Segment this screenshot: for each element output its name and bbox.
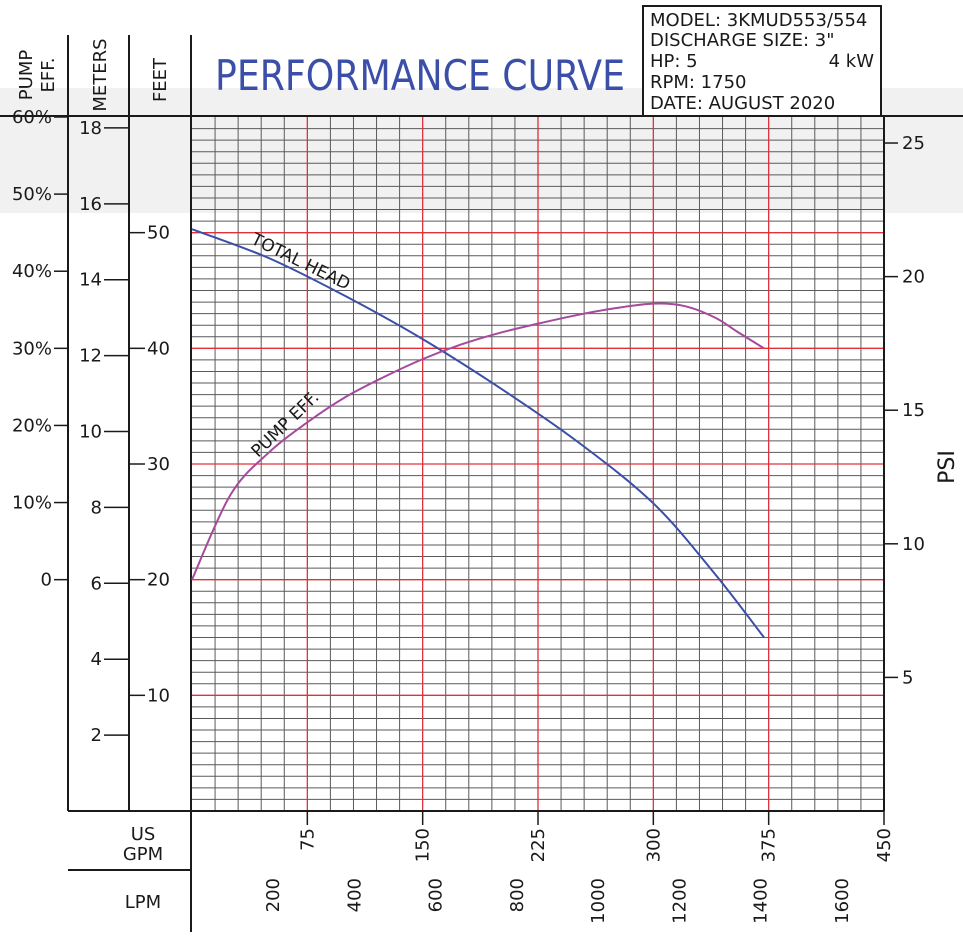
feet-axis-label: FEET bbox=[150, 57, 171, 102]
gpm-tick-label: 300 bbox=[643, 828, 664, 862]
meters-tick-label: 8 bbox=[91, 497, 102, 518]
feet-tick-label: 30 bbox=[147, 454, 170, 475]
feet-tick-label: 20 bbox=[147, 570, 170, 591]
total-head-label: TOTAL HEAD bbox=[247, 229, 353, 295]
pump-eff-tick-label: 50% bbox=[12, 184, 52, 205]
pump-eff-tick-label: 10% bbox=[12, 493, 52, 514]
gpm-tick-label: 150 bbox=[413, 828, 434, 862]
lpm-axis-label: LPM bbox=[125, 892, 161, 913]
pump-eff-label: PUMP EFF. bbox=[248, 387, 324, 461]
pump-eff-tick-label: 40% bbox=[12, 261, 52, 282]
info-date: DATE: AUGUST 2020 bbox=[650, 93, 835, 114]
meters-tick-label: 10 bbox=[79, 422, 102, 443]
pump-eff-tick-label: 60% bbox=[12, 107, 52, 128]
info-rpm: RPM: 1750 bbox=[650, 72, 747, 93]
psi-tick-label: 25 bbox=[902, 133, 925, 154]
pump-eff-tick-label: 0 bbox=[41, 570, 52, 591]
psi-tick-label: 20 bbox=[902, 267, 925, 288]
lpm-tick-label: 600 bbox=[426, 878, 447, 912]
meters-tick-label: 6 bbox=[91, 573, 102, 594]
lpm-tick-label: 1000 bbox=[588, 878, 609, 924]
meters-tick-label: 2 bbox=[91, 725, 102, 746]
gpm-axis-label-line2: GPM bbox=[123, 844, 163, 865]
pump-eff-curve bbox=[191, 302, 765, 581]
pump-eff-tick-label: 20% bbox=[12, 415, 52, 436]
chart-frame bbox=[0, 35, 963, 932]
info-box: MODEL: 3KMUD553/554 DISCHARGE SIZE: 3" H… bbox=[642, 5, 882, 117]
chart-grid bbox=[192, 117, 884, 811]
lpm-tick-label: 1400 bbox=[751, 878, 772, 924]
psi-tick-label: 5 bbox=[902, 667, 913, 688]
psi-tick-label: 15 bbox=[902, 400, 925, 421]
total-head-curve bbox=[191, 228, 765, 639]
meters-tick-label: 16 bbox=[79, 194, 102, 215]
lpm-tick-label: 800 bbox=[507, 878, 528, 912]
lpm-tick-label: 200 bbox=[263, 878, 284, 912]
info-model: MODEL: 3KMUD553/554 bbox=[650, 10, 867, 31]
meters-axis-label: METERS bbox=[90, 38, 111, 111]
gpm-tick-label: 225 bbox=[528, 828, 549, 862]
pump-eff-axis-label-line1: PUMP bbox=[16, 50, 37, 101]
lpm-tick-label: 400 bbox=[344, 878, 365, 912]
meters-tick-label: 14 bbox=[79, 270, 102, 291]
axis-ticks: 60% 50% 40% 30% 20% 10% 0 18 16 14 12 10 8 6 4 2 50 40 30 2… bbox=[12, 107, 925, 924]
psi-tick-label: 10 bbox=[902, 534, 925, 555]
chart-title: PERFORMANCE CURVE bbox=[215, 51, 625, 100]
gpm-tick-label: 75 bbox=[297, 828, 318, 851]
meters-tick-label: 18 bbox=[79, 118, 102, 139]
info-hp: HP: 5 bbox=[650, 51, 698, 72]
pump-eff-tick-label: 30% bbox=[12, 338, 52, 359]
info-discharge-size: DISCHARGE SIZE: 3" bbox=[650, 30, 835, 51]
gpm-tick-label: 375 bbox=[759, 828, 780, 862]
gpm-tick-label: 450 bbox=[874, 828, 895, 862]
psi-axis-label: PSI bbox=[935, 450, 960, 484]
feet-tick-label: 50 bbox=[147, 223, 170, 244]
meters-tick-label: 12 bbox=[79, 346, 102, 367]
info-kw: 4 kW bbox=[829, 51, 875, 72]
feet-tick-label: 10 bbox=[147, 685, 170, 706]
gpm-axis-label-line1: US bbox=[131, 824, 156, 845]
meters-tick-label: 4 bbox=[91, 649, 102, 670]
lpm-tick-label: 1200 bbox=[669, 878, 690, 924]
feet-tick-label: 40 bbox=[147, 338, 170, 359]
pump-eff-axis-label-line2: EFF. bbox=[38, 58, 59, 93]
lpm-tick-label: 1600 bbox=[832, 878, 853, 924]
